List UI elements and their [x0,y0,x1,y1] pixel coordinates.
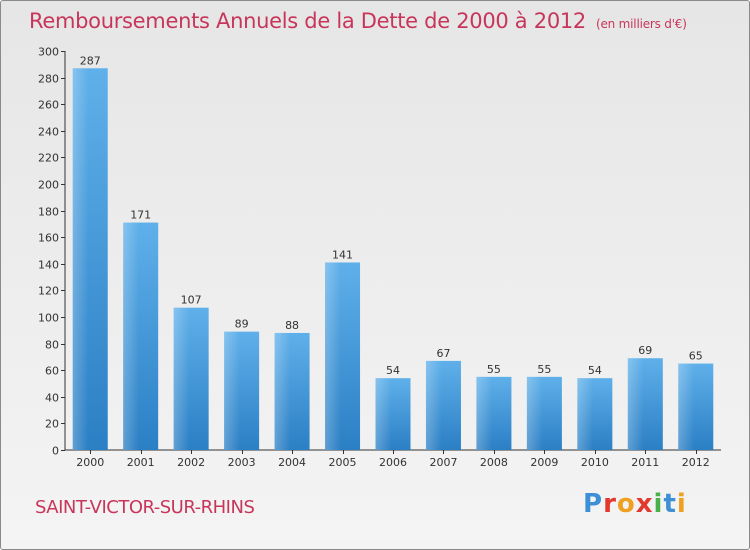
bars [72,68,714,450]
data-label: 171 [130,209,151,222]
bar-highlight [425,360,442,450]
y-tick-label: 60 [45,365,59,378]
logo-letter: x [635,489,654,519]
x-tick-label: 2003 [228,456,256,469]
data-label: 54 [386,364,400,377]
x-tick-label: 2009 [530,456,558,469]
logo-letter: r [603,489,617,519]
bar-highlight [72,68,89,450]
logo-letter: t [663,489,677,519]
bar-highlight [325,262,341,450]
x-tick-label: 2011 [631,456,659,469]
y-tick-label: 80 [45,339,59,352]
x-tick-label: 2007 [429,456,457,469]
y-tick-label: 140 [38,259,59,272]
data-label: 141 [332,248,353,261]
data-label: 65 [689,350,703,363]
x-tick-label: 2002 [177,456,205,469]
bar-highlight [173,307,190,450]
city-name: SAINT-VICTOR-SUR-RHINS [35,497,255,518]
chart-title: Remboursements Annuels de la Dette de 20… [29,9,586,33]
y-tick-label: 160 [38,232,59,245]
bar-highlight [577,378,594,450]
x-tick-label: 2010 [581,456,609,469]
x-tick-label: 2005 [329,456,357,469]
y-tick-label: 280 [38,73,59,86]
logo-letter: P [583,489,604,519]
unit-note: (en milliers d'€) [596,17,687,31]
data-label: 67 [436,347,450,360]
bar-highlight [274,332,291,450]
x-tick-label: 2012 [682,456,710,469]
data-label: 54 [588,364,602,377]
x-tick-label: 2000 [76,456,104,469]
y-tick-label: 120 [38,285,59,298]
y-tick-label: 180 [38,206,59,219]
value-labels: 287 171 107 89 88 141 54 67 55 55 54 69 65 [80,54,703,377]
x-tick-label: 2008 [480,456,508,469]
bar-highlight [224,331,240,450]
proxiti-logo: Proxiti [583,489,687,519]
y-tick-label: 200 [38,179,59,192]
logo-letter: i [676,489,687,519]
bar-highlight [375,378,392,450]
data-label: 287 [80,54,101,67]
logo-letter: o [616,489,636,519]
y-tick-label: 20 [45,418,59,431]
title-row: Remboursements Annuels de la Dette de 20… [29,9,687,33]
y-tick-label: 220 [38,152,59,165]
y-tick-label: 0 [52,445,59,458]
data-label: 88 [285,319,299,332]
bar-highlight [678,363,695,450]
y-tick-label: 100 [38,312,59,325]
x-tick-label: 2006 [379,456,407,469]
data-label: 107 [181,294,202,307]
x-tick-label: 2004 [278,456,306,469]
bar-highlight [476,376,493,450]
data-label: 69 [638,344,652,357]
y-tick-label: 40 [45,392,59,405]
y-tick-label: 300 [38,46,59,59]
data-label: 55 [537,363,551,376]
bar-highlight [123,222,139,450]
data-label: 89 [235,318,249,331]
logo-letter: i [653,489,664,519]
y-tick-label: 240 [38,126,59,139]
y-tick-label: 260 [38,99,59,112]
x-tick-label: 2001 [127,456,155,469]
data-label: 55 [487,363,501,376]
axes: 0 20 40 60 80 100 120 140 160 180 200 220 240 260 280 3… [38,46,721,469]
bar-highlight [526,376,543,450]
bar-highlight [627,358,644,450]
